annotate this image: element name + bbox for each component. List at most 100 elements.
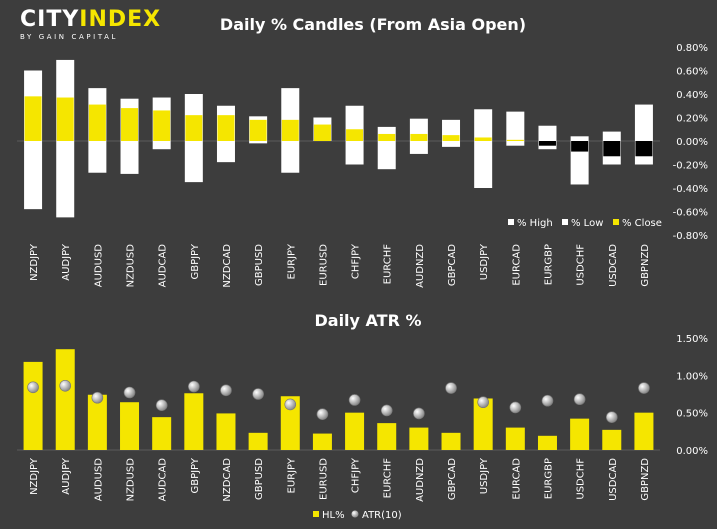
- candles-category-gbpnzd: GBPNZD: [640, 244, 651, 287]
- atr-bar-eurcad: [505, 427, 525, 450]
- candle-close-usdcad: [603, 141, 621, 157]
- candle-close-usdjpy: [474, 137, 492, 141]
- atr-category-usdcad: USDCAD: [608, 458, 619, 501]
- candle-range-gbpcad: [442, 119, 461, 147]
- candle-close-nzdcad: [217, 115, 235, 141]
- atr-bar-eurgbp: [537, 435, 557, 450]
- atr-point-usdjpy: [477, 396, 489, 409]
- brand-name-part1: CITY: [20, 7, 80, 32]
- candle-close-audusd: [88, 104, 106, 141]
- candles-ytick: -0.40%: [673, 184, 708, 195]
- atr-point-audjpy: [59, 379, 72, 392]
- candles-category-eurchf: EURCHF: [383, 244, 394, 285]
- candle-close-usdchf: [571, 141, 589, 152]
- atr-point-audcad: [155, 399, 168, 412]
- candle-close-eurchf: [378, 133, 396, 141]
- candles-category-usdchf: USDCHF: [576, 244, 587, 286]
- candles-ytick: 0.80%: [676, 43, 708, 54]
- atr-category-gbpjpy: GBPJPY: [190, 457, 201, 493]
- atr-category-audjpy: AUDJPY: [61, 457, 72, 495]
- atr-bar-usdcad: [602, 429, 622, 450]
- atr-point-audnzd: [413, 407, 425, 420]
- atr-point-usdcad: [605, 411, 618, 423]
- candles-ytick: 0.60%: [676, 67, 708, 78]
- atr-bar-nzdjpy: [23, 361, 43, 450]
- atr-point-gbpjpy: [188, 380, 200, 393]
- candle-close-gbpusd: [249, 119, 267, 141]
- atr-category-nzdjpy: NZDJPY: [29, 457, 40, 495]
- candles-category-chfjpy: CHFJPY: [351, 243, 362, 279]
- atr-point-eurgbp: [541, 394, 554, 407]
- atr-point-eurjpy: [284, 398, 297, 411]
- atr-point-eurchf: [380, 404, 393, 417]
- candles-legend-swatch--low: [562, 219, 568, 225]
- atr-point-chfjpy: [348, 394, 361, 406]
- atr-bar-eurusd: [312, 433, 332, 450]
- atr-bar-audusd: [87, 394, 107, 450]
- candles-chart: NZDJPY AUDJPY AUDUSD NZDUSD AUDCAD GBPJPY NZDC…: [17, 43, 708, 288]
- candles-ytick: 0.40%: [676, 90, 708, 101]
- candle-range-eurgbp: [538, 125, 557, 150]
- candle-close-eurjpy: [281, 119, 299, 141]
- candles-category-eurgbp: EURGBP: [543, 244, 554, 285]
- candles-legend-label--high: % High: [517, 218, 553, 229]
- candles-legend-swatch--close: [613, 219, 619, 225]
- candles-category-audnzd: AUDNZD: [415, 244, 426, 288]
- candle-close-eurgbp: [538, 141, 556, 146]
- atr-bar-eurjpy: [280, 396, 300, 450]
- atr-category-eurusd: EURUSD: [318, 458, 329, 500]
- atr-bar-eurchf: [377, 423, 397, 450]
- atr-bar-audcad: [152, 417, 172, 450]
- candles-category-gbpcad: GBPCAD: [447, 244, 458, 286]
- atr-legend-swatch-atr: [351, 510, 359, 518]
- candles-ytick: -0.20%: [673, 161, 708, 172]
- candle-close-audjpy: [56, 97, 74, 141]
- candles-category-nzdusd: NZDUSD: [126, 244, 137, 288]
- atr-bar-chfjpy: [345, 412, 365, 450]
- atr-ytick: 0.50%: [676, 409, 708, 420]
- atr-category-chfjpy: CHFJPY: [351, 457, 362, 493]
- atr-point-eurusd: [316, 408, 329, 420]
- atr-legend-swatch-hl: [313, 511, 319, 517]
- candles-category-usdcad: USDCAD: [608, 244, 619, 287]
- candles-legend-label--close: % Close: [622, 218, 662, 229]
- atr-legend-label-hl: HL%: [322, 510, 345, 521]
- atr-bar-audjpy: [55, 349, 75, 450]
- candle-close-gbpnzd: [635, 141, 653, 157]
- atr-ytick: 1.00%: [676, 371, 708, 382]
- candle-close-audcad: [153, 110, 171, 141]
- candle-close-eurusd: [313, 124, 331, 141]
- candles-legend-label--low: % Low: [571, 218, 603, 229]
- atr-point-nzdjpy: [27, 381, 39, 394]
- candles-category-nzdcad: NZDCAD: [222, 244, 233, 288]
- atr-bar-nzdcad: [216, 413, 236, 450]
- candle-close-nzdusd: [121, 108, 139, 141]
- atr-bar-gbpjpy: [184, 393, 204, 450]
- atr-category-eurgbp: EURGBP: [543, 458, 554, 499]
- atr-bar-usdjpy: [473, 398, 493, 450]
- atr-category-eurcad: EURCAD: [511, 458, 522, 500]
- atr-category-usdchf: USDCHF: [576, 458, 587, 500]
- brand-name-part2: INDEX: [79, 7, 162, 32]
- atr-category-nzdcad: NZDCAD: [222, 458, 233, 502]
- brand-tagline: BY GAIN CAPITAL: [20, 33, 119, 41]
- candles-ytick: -0.80%: [673, 231, 708, 242]
- atr-bar-gbpcad: [441, 432, 461, 450]
- candles-category-eurcad: EURCAD: [511, 244, 522, 286]
- candles-legend: % High % Low % Close: [508, 218, 662, 229]
- atr-ytick: 1.50%: [676, 334, 708, 345]
- atr-point-audusd: [91, 391, 104, 404]
- candles-category-gbpusd: GBPUSD: [254, 244, 265, 286]
- atr-legend: HL% ATR(10): [313, 510, 402, 521]
- atr-category-usdjpy: USDJPY: [479, 457, 490, 494]
- candle-close-gbpjpy: [185, 115, 203, 141]
- atr-legend-label-atr: ATR(10): [362, 510, 402, 521]
- candle-close-gbpcad: [442, 135, 460, 141]
- atr-point-nzdcad: [220, 384, 232, 397]
- candle-close-nzdjpy: [24, 96, 42, 141]
- atr-category-audusd: AUDUSD: [93, 458, 104, 502]
- candles-category-nzdjpy: NZDJPY: [29, 243, 40, 281]
- atr-category-eurjpy: EURJPY: [286, 457, 297, 493]
- atr-category-gbpnzd: GBPNZD: [640, 458, 651, 501]
- candle-range-eurchf: [377, 126, 396, 170]
